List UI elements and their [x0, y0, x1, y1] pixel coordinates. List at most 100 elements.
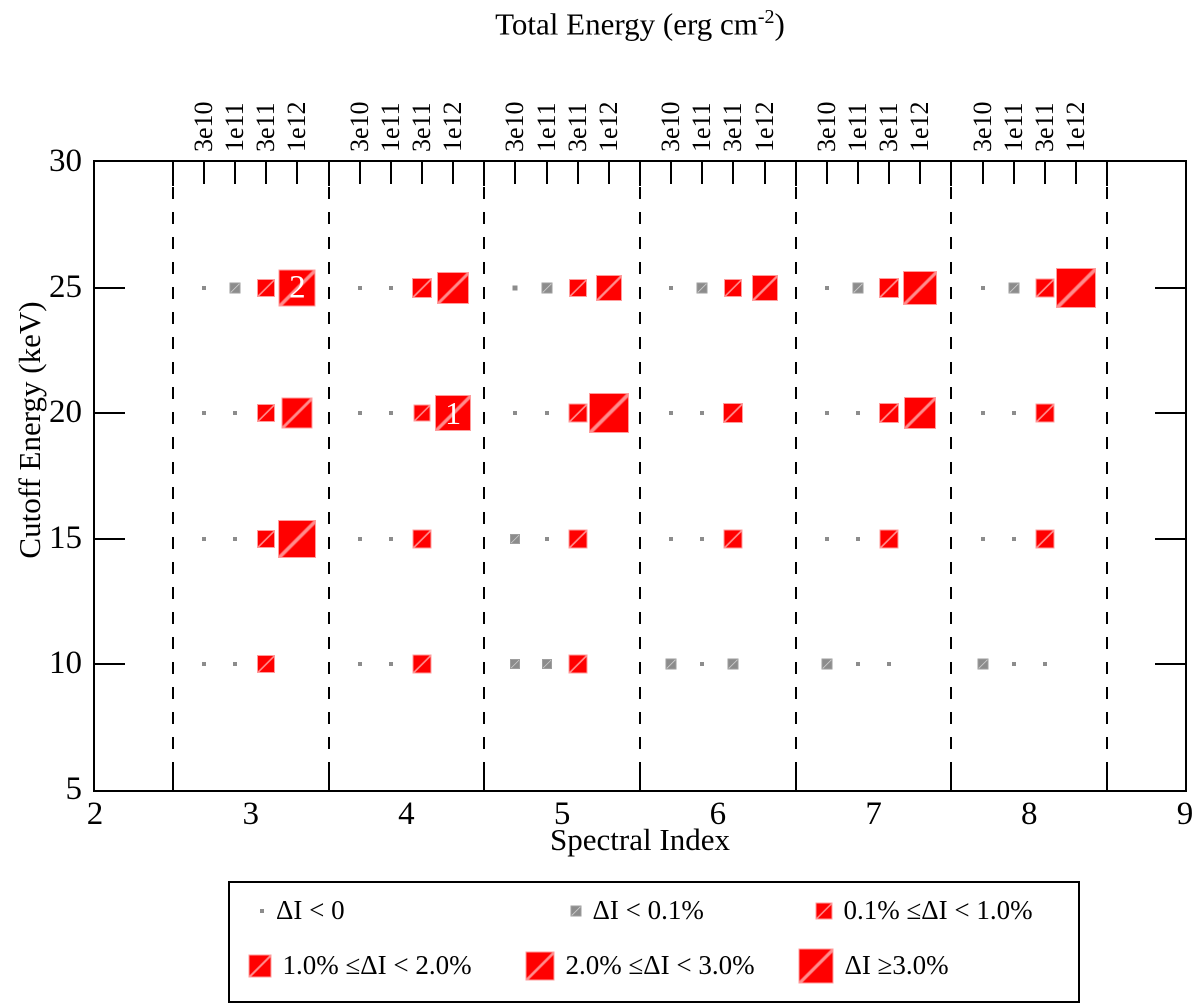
y-tick-label: 30: [49, 143, 82, 179]
bottom-minor-tick: [483, 766, 486, 790]
legend-label: ΔI < 0.1%: [592, 895, 704, 925]
x-tick-label: 9: [1176, 796, 1194, 832]
top-energy-tick: [732, 162, 735, 184]
top-energy-tick: [1075, 162, 1077, 184]
data-marker: [595, 274, 622, 301]
group-separator-line: [1106, 162, 1109, 790]
data-marker: [544, 411, 549, 416]
legend-marker: [798, 948, 834, 984]
bottom-minor-tick: [950, 766, 953, 790]
data-marker: [723, 403, 744, 424]
group-separator-line: [483, 162, 486, 790]
top-energy-tick: [1012, 162, 1015, 184]
legend-label: 0.1% ≤ΔI < 1.0%: [843, 895, 1033, 925]
data-marker: [700, 536, 705, 541]
x-tick-label: 6: [709, 796, 727, 832]
bottom-minor-tick: [327, 766, 330, 790]
data-marker: [700, 662, 705, 667]
data-marker: [903, 270, 938, 305]
top-energy-tick: [576, 162, 579, 184]
top-energy-tick: [545, 162, 548, 184]
group-separator-line: [639, 162, 641, 790]
data-marker: [281, 397, 313, 429]
data-marker: [568, 654, 588, 674]
legend-marker: [570, 905, 582, 917]
marker-annotation: 1: [445, 395, 462, 432]
data-marker: [437, 271, 470, 304]
data-marker: [980, 285, 985, 290]
data-marker: [700, 411, 705, 416]
top-energy-tick: [234, 162, 237, 184]
data-marker: [541, 282, 553, 294]
data-marker: [669, 285, 674, 290]
legend-label: ΔI ≥3.0%: [844, 950, 949, 980]
data-marker: [357, 411, 362, 416]
top-axis-title-exponent: -2: [757, 6, 775, 28]
data-marker: [856, 662, 860, 667]
bottom-minor-tick: [639, 766, 641, 790]
top-energy-tick: [919, 162, 922, 184]
x-axis-title: Spectral Index: [550, 822, 730, 857]
top-minor-tick: [639, 162, 641, 186]
data-marker: [357, 285, 362, 290]
data-marker: [568, 529, 588, 549]
data-marker: [821, 658, 833, 670]
top-energy-tick: [389, 162, 392, 184]
data-marker: [904, 397, 937, 430]
data-marker: [233, 662, 238, 667]
data-marker: [696, 282, 708, 294]
data-marker: [824, 536, 829, 541]
x-tick-label: 5: [553, 796, 571, 832]
data-marker: [388, 662, 393, 667]
data-marker: [1011, 536, 1016, 541]
data-marker: [1042, 662, 1047, 667]
top-minor-tick: [794, 162, 797, 186]
marker-annotation: 2: [289, 269, 306, 306]
left-y-tick: [95, 537, 125, 540]
data-marker: [1008, 282, 1020, 294]
top-axis-title-text: Total Energy (erg cm: [495, 6, 758, 42]
data-marker: [412, 654, 432, 674]
top-minor-tick: [483, 162, 486, 186]
top-energy-tick: [421, 162, 423, 184]
data-marker: [388, 285, 393, 290]
data-marker: [229, 282, 241, 294]
data-marker: [257, 404, 276, 423]
data-marker: [1035, 403, 1055, 423]
data-marker: [510, 533, 521, 544]
data-marker: [412, 529, 432, 549]
y-tick-label: 15: [49, 519, 82, 556]
x-tick-label: 2: [86, 796, 104, 832]
data-marker: [412, 277, 432, 298]
top-energy-tick: [265, 162, 268, 184]
data-marker: [202, 536, 206, 541]
data-marker: [856, 536, 860, 541]
top-minor-tick: [171, 162, 174, 186]
data-marker: [413, 404, 431, 422]
data-marker: [257, 278, 276, 297]
legend-box: [228, 881, 1080, 1003]
plot-frame-border: [93, 160, 1187, 792]
top-minor-tick: [950, 162, 953, 186]
data-marker: [202, 285, 206, 290]
top-energy-tick: [607, 162, 610, 184]
x-tick-label: 4: [398, 796, 415, 832]
top-energy-tick: [1043, 162, 1046, 184]
bottom-minor-tick: [794, 766, 797, 790]
left-y-tick: [95, 286, 125, 289]
right-y-tick: [1155, 537, 1185, 540]
data-marker: [887, 662, 892, 667]
data-marker: [665, 658, 677, 670]
top-energy-tick: [825, 162, 828, 184]
group-separator-line: [171, 162, 174, 790]
x-tick-label: 8: [1021, 796, 1038, 832]
top-energy-tick: [670, 162, 673, 184]
data-marker: [568, 403, 588, 423]
top-energy-tick: [701, 162, 704, 184]
data-marker: [980, 411, 985, 416]
data-marker: [510, 659, 521, 670]
data-marker: [852, 282, 864, 294]
legend-label: 1.0% ≤ΔI < 2.0%: [282, 950, 472, 980]
